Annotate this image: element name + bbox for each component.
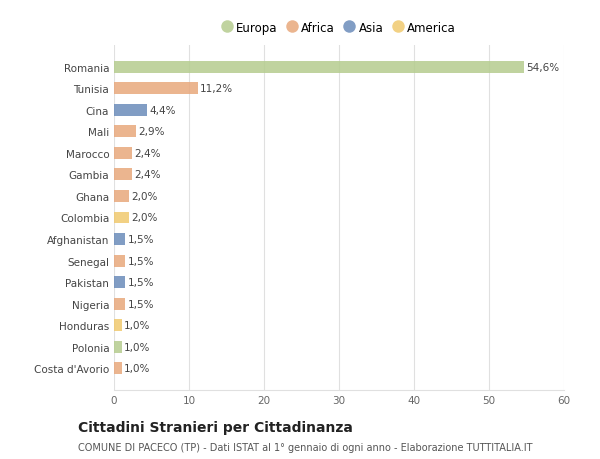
Bar (114, 105, 147, 117)
Bar (114, 126, 136, 138)
Bar (114, 169, 132, 181)
Bar (114, 148, 132, 159)
Text: 54,6%: 54,6% (526, 62, 559, 73)
Text: 2,0%: 2,0% (131, 191, 158, 202)
Bar (114, 212, 129, 224)
Text: 1,5%: 1,5% (128, 256, 154, 266)
Text: 1,5%: 1,5% (128, 299, 154, 309)
Text: 1,0%: 1,0% (124, 320, 150, 330)
Bar (114, 255, 125, 267)
Text: 2,0%: 2,0% (131, 213, 158, 223)
Bar (114, 363, 121, 375)
Text: 1,5%: 1,5% (128, 278, 154, 287)
Text: 1,5%: 1,5% (128, 235, 154, 245)
Text: 11,2%: 11,2% (200, 84, 233, 94)
Bar (114, 277, 125, 288)
Bar (114, 83, 198, 95)
Bar (114, 298, 125, 310)
Legend: Europa, Africa, Asia, America: Europa, Africa, Asia, America (217, 17, 461, 40)
Bar (114, 341, 121, 353)
Bar (114, 62, 523, 73)
Bar (114, 190, 129, 202)
Text: 2,9%: 2,9% (138, 127, 164, 137)
Text: 2,4%: 2,4% (134, 170, 161, 180)
Text: COMUNE DI PACECO (TP) - Dati ISTAT al 1° gennaio di ogni anno - Elaborazione TUT: COMUNE DI PACECO (TP) - Dati ISTAT al 1°… (78, 442, 533, 452)
Text: 2,4%: 2,4% (134, 149, 161, 158)
Bar (114, 319, 121, 331)
Text: 1,0%: 1,0% (124, 342, 150, 352)
Text: 4,4%: 4,4% (149, 106, 176, 116)
Text: Cittadini Stranieri per Cittadinanza: Cittadini Stranieri per Cittadinanza (78, 420, 353, 434)
Text: 1,0%: 1,0% (124, 364, 150, 374)
Bar (114, 234, 125, 246)
